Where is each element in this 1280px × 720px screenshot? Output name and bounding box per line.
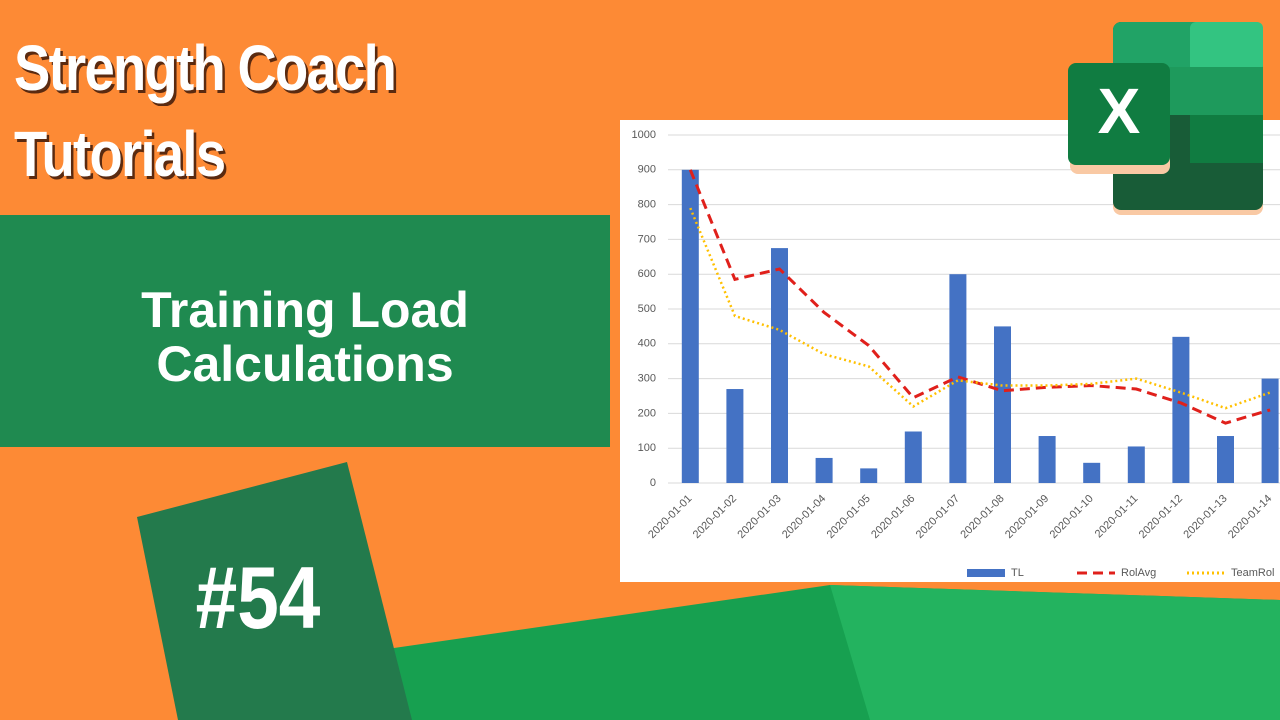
y-tick-label: 800: [638, 199, 656, 211]
bar: [1217, 436, 1234, 483]
title-line: Strength Coach: [14, 32, 397, 104]
line: [689, 207, 1271, 410]
bar: [1261, 378, 1279, 483]
x-tick-label: 2020-01-09: [1003, 493, 1051, 541]
y-tick-label: 900: [638, 164, 656, 176]
x-tick-label: 2020-01-06: [869, 493, 917, 541]
legend-swatch: [967, 569, 1005, 577]
bar: [815, 457, 833, 483]
y-tick-label: 200: [638, 407, 656, 419]
x-tick-label: 2020-01-04: [780, 493, 828, 541]
bar: [1172, 336, 1190, 483]
episode-number: #54: [196, 550, 321, 648]
subtitle-line: Calculations: [156, 336, 454, 392]
x-tick-label: 2020-01-12: [1137, 493, 1185, 541]
logo-letter: X: [1098, 75, 1141, 147]
legend-label: TeamRol: [1231, 567, 1274, 579]
x-tick-label: 2020-01-11: [1093, 493, 1141, 541]
bar: [904, 431, 922, 483]
x-tick-label: 2020-01-07: [914, 493, 962, 541]
x-tick-label: 2020-01-02: [691, 493, 739, 541]
y-tick-label: 300: [638, 373, 656, 385]
y-tick-label: 600: [638, 268, 656, 280]
logo-body: [1190, 22, 1263, 72]
x-tick-label: 2020-01-10: [1048, 493, 1096, 541]
y-tick-label: 400: [638, 338, 656, 350]
bar: [1083, 462, 1101, 483]
subtitle-band: Training Load Calculations: [0, 215, 610, 447]
x-tick-label: 2020-01-03: [735, 493, 783, 541]
x-tick-label: 2020-01-05: [825, 493, 873, 541]
x-tick-label: 2020-01-14: [1226, 493, 1274, 541]
bar: [860, 468, 878, 483]
bar: [949, 274, 967, 483]
y-tick-label: 0: [650, 477, 656, 489]
y-tick-label: 500: [638, 303, 656, 315]
episode-badge: [137, 462, 412, 720]
bar: [771, 248, 788, 483]
bar: [1127, 446, 1145, 483]
legend-label: TL: [1011, 567, 1024, 579]
bar: [681, 169, 699, 484]
green-shape: [830, 585, 1280, 720]
bar: [994, 326, 1011, 483]
excel-logo: X: [1068, 22, 1263, 215]
line: [688, 169, 1271, 425]
y-tick-label: 700: [638, 233, 656, 245]
y-tick-label: 100: [638, 442, 656, 454]
legend-label: RolAvg: [1121, 567, 1156, 579]
logo-body: [1190, 115, 1263, 163]
x-tick-label: 2020-01-13: [1181, 493, 1229, 541]
x-tick-label: 2020-01-01: [646, 493, 694, 541]
bar: [1038, 436, 1056, 483]
y-tick-label: 1000: [632, 129, 656, 141]
bar: [726, 389, 744, 483]
x-tick-label: 2020-01-08: [958, 493, 1006, 541]
logo-square: [1068, 63, 1170, 165]
title-line: Tutorials: [14, 118, 226, 190]
subtitle-line: Training Load: [141, 282, 469, 338]
